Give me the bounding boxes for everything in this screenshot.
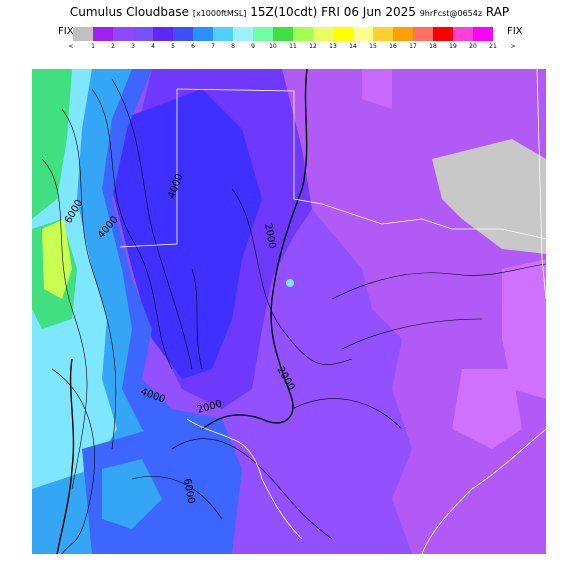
contour-label-2000-north: 2000 xyxy=(262,223,277,250)
field-pink-1 xyxy=(502,259,546,399)
legend-swatch-9 xyxy=(233,27,253,41)
legend-tick-7: 7 xyxy=(211,43,215,50)
field-blue-violet xyxy=(112,89,262,379)
legend-tick-3: 3 xyxy=(131,43,135,50)
legend-tick-14: 14 xyxy=(349,43,357,50)
field-green xyxy=(32,69,72,219)
legend-swatch-5 xyxy=(153,27,173,41)
legend-swatch-14 xyxy=(333,27,353,41)
field-pink-3 xyxy=(362,69,392,109)
legend-swatch-13 xyxy=(313,27,333,41)
contour-4000-thick xyxy=(56,358,75,554)
valid-time: 15Z(10cdt) FRI 06 Jun 2025 xyxy=(250,5,416,19)
contour-lines xyxy=(41,78,546,554)
legend-swatch-16 xyxy=(373,27,393,41)
legend-high-marker: > xyxy=(510,43,516,50)
legend-tick-6: 6 xyxy=(191,43,195,50)
legend-swatch-18 xyxy=(413,27,433,41)
product-name: Cumulus Cloudbase xyxy=(69,5,189,19)
legend-swatch-17 xyxy=(393,27,413,41)
legend-tick-4: 4 xyxy=(151,43,155,50)
model-name: RAP xyxy=(485,5,510,19)
legend-ticks: <1 2 3 4 5 6 7 8 9 10 11 12 13 14 15 16 17 18 19 20 21 > xyxy=(63,43,515,53)
legend-tick-13: 13 xyxy=(329,43,337,50)
legend-tick-5: 5 xyxy=(171,43,175,50)
legend-tick-11: 11 xyxy=(289,43,297,50)
legend-tick-17: 17 xyxy=(409,43,417,50)
field-yellow-green xyxy=(42,219,72,299)
contour-label-6000-b: 6000 xyxy=(181,478,196,505)
contour-2000-thick xyxy=(201,69,308,430)
cloudbase-map: 2000 2000 2000 4000 4000 6000 4000 6000 xyxy=(32,69,546,554)
legend-tick-1: 1 xyxy=(91,43,95,50)
legend-tick-18: 18 xyxy=(429,43,437,50)
legend-tick-2: 2 xyxy=(111,43,115,50)
state-borders xyxy=(119,69,546,554)
legend-fix-left: FIX xyxy=(58,26,74,37)
legend-swatch-4 xyxy=(133,27,153,41)
field-pink-2 xyxy=(452,369,522,449)
legend-tick-10: 10 xyxy=(269,43,277,50)
map-title: Cumulus Cloudbase [x1000ftMSL] 15Z(10cdt… xyxy=(0,5,579,19)
legend-tick-8: 8 xyxy=(231,43,235,50)
legend-tick-21: 21 xyxy=(489,43,497,50)
legend-tick-20: 20 xyxy=(469,43,477,50)
field-aqua-dot xyxy=(286,279,294,287)
legend-swatch-19 xyxy=(433,27,453,41)
legend-fix-right: FIX xyxy=(507,26,523,37)
color-legend xyxy=(73,27,493,41)
legend-swatch-12 xyxy=(293,27,313,41)
units-label: [x1000ftMSL] xyxy=(192,9,247,18)
legend-tick-16: 16 xyxy=(389,43,397,50)
legend-low-marker: < xyxy=(68,43,74,50)
legend-swatch-6 xyxy=(173,27,193,41)
field-grey xyxy=(432,139,546,254)
legend-tick-12: 12 xyxy=(309,43,317,50)
legend-swatch-15 xyxy=(353,27,373,41)
legend-swatch-21 xyxy=(473,27,493,41)
legend-swatch-3 xyxy=(113,27,133,41)
legend-swatch-20 xyxy=(453,27,473,41)
forecast-label: 9hrFcst@0654z xyxy=(419,9,483,18)
legend-swatch-10 xyxy=(253,27,273,41)
legend-tick-15: 15 xyxy=(369,43,377,50)
legend-tick-9: 9 xyxy=(251,43,255,50)
legend-swatch-1 xyxy=(73,27,93,41)
legend-swatch-8 xyxy=(213,27,233,41)
legend-swatch-11 xyxy=(273,27,293,41)
legend-swatch-2 xyxy=(93,27,113,41)
legend-swatch-7 xyxy=(193,27,213,41)
legend-tick-19: 19 xyxy=(449,43,457,50)
